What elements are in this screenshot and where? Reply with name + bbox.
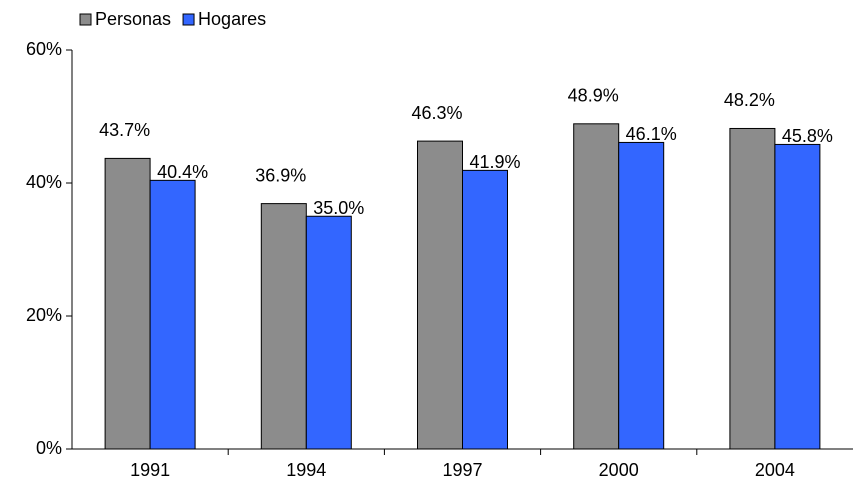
y-tick-label: 60% (26, 39, 62, 59)
value-label: 48.2% (724, 90, 775, 110)
x-tick-label: 1991 (130, 460, 170, 480)
bar (729, 127, 776, 450)
y-tick-label: 40% (26, 172, 62, 192)
value-label: 35.0% (313, 198, 364, 218)
x-tick-label: 1994 (286, 460, 326, 480)
bar (417, 140, 463, 450)
bar (149, 179, 196, 450)
legend-label: Hogares (198, 9, 266, 29)
value-label: 46.1% (626, 124, 677, 144)
bar (618, 141, 665, 450)
value-label: 41.9% (469, 152, 520, 172)
value-label: 43.7% (99, 120, 150, 140)
x-tick-label: 1997 (442, 460, 482, 480)
bar (573, 123, 620, 450)
bar (260, 203, 307, 450)
value-label: 48.9% (568, 86, 619, 106)
bar (305, 215, 352, 450)
x-tick-label: 2000 (599, 460, 639, 480)
x-tick-label: 2004 (755, 460, 795, 480)
value-label: 36.9% (255, 165, 306, 185)
value-label: 46.3% (411, 103, 462, 123)
bar (104, 157, 151, 450)
y-tick-label: 20% (26, 305, 62, 325)
value-label: 45.8% (782, 126, 833, 146)
legend-swatch (79, 13, 92, 26)
legend-label: Personas (95, 9, 171, 29)
legend-swatch (182, 13, 195, 26)
bar (774, 143, 821, 450)
bar (462, 169, 508, 450)
value-label: 40.4% (157, 162, 208, 182)
y-tick-label: 0% (36, 438, 62, 458)
